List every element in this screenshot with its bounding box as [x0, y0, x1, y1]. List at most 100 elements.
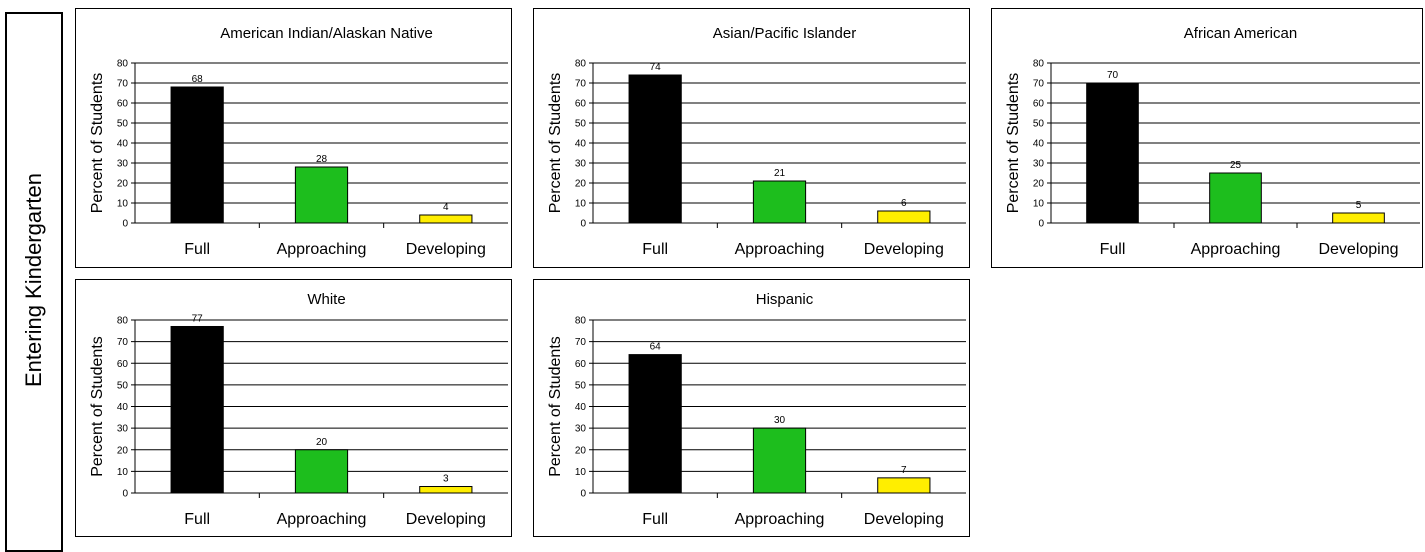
y-tick-label: 40 — [1033, 139, 1045, 150]
y-tick-label: 50 — [575, 380, 587, 391]
x-tick-label: Approaching — [735, 241, 825, 258]
chart-svg: Asian/Pacific Islander Percent of Student… — [547, 25, 966, 258]
y-tick-label: 30 — [117, 159, 129, 170]
chart-panel-american-indian: American Indian/Alaskan Native Percent of… — [75, 8, 512, 268]
chart-svg: White Percent of Students 0 10 20 30 40 50 60 70 8… — [89, 291, 508, 528]
y-axis-label: Percent of Students — [89, 336, 106, 477]
side-label: Entering Kindergarten — [21, 172, 46, 388]
y-tick-label: 40 — [575, 402, 587, 413]
data-label: 25 — [1230, 160, 1242, 171]
y-tick-label: 50 — [117, 119, 129, 130]
bar-developing — [877, 477, 931, 494]
x-tick-label: Approaching — [277, 511, 367, 528]
data-label: 70 — [1107, 70, 1119, 81]
y-tick-label: 20 — [575, 179, 587, 190]
y-tick-label: 80 — [117, 59, 129, 70]
y-tick-label: 20 — [575, 445, 587, 456]
chart-panel-african-american: African American Percent of Students 0 10 20… — [991, 8, 1423, 268]
bar-developing — [419, 486, 473, 494]
bar-approaching — [1209, 172, 1262, 224]
bar-full — [170, 325, 224, 494]
data-label: 6 — [901, 198, 907, 209]
y-tick-label: 20 — [117, 179, 129, 190]
y-tick-label: 30 — [575, 424, 587, 435]
x-tick-label: Approaching — [1191, 241, 1281, 258]
y-tick-label: 10 — [117, 199, 129, 210]
y-tick-label: 40 — [117, 139, 129, 150]
y-tick-label: 70 — [575, 337, 587, 348]
data-label: 77 — [192, 313, 204, 324]
bar-full — [170, 86, 224, 224]
data-label: 4 — [443, 202, 449, 213]
y-tick-label: 10 — [1033, 199, 1045, 210]
y-tick-label: 30 — [117, 424, 129, 435]
chart-svg: African American Percent of Students 0 10 20… — [1005, 25, 1420, 258]
chart-title: American Indian/Alaskan Native — [220, 25, 433, 42]
y-tick-label: 60 — [117, 359, 129, 370]
y-tick-label: 20 — [117, 445, 129, 456]
chart-panel-asian-pacific: Asian/Pacific Islander Percent of Student… — [533, 8, 970, 268]
data-label: 74 — [650, 62, 662, 73]
y-axis-label: Percent of Students — [1005, 73, 1022, 214]
y-tick-label: 0 — [1038, 219, 1044, 230]
data-label: 30 — [774, 415, 786, 426]
y-tick-label: 10 — [575, 467, 587, 478]
x-tick-label: Approaching — [735, 511, 825, 528]
bar-approaching — [752, 427, 807, 494]
y-tick-label: 50 — [575, 119, 587, 130]
chart-title: African American — [1184, 25, 1297, 42]
data-label: 21 — [774, 168, 786, 179]
data-label: 20 — [316, 437, 328, 448]
y-tick-label: 80 — [1033, 59, 1045, 70]
y-tick-label: 40 — [117, 402, 129, 413]
x-tick-label: Developing — [1318, 241, 1398, 258]
x-tick-label: Full — [184, 241, 210, 258]
x-tick-label: Full — [642, 511, 668, 528]
bar-developing — [1332, 212, 1385, 224]
bar-developing — [419, 214, 473, 224]
y-tick-label: 60 — [575, 359, 587, 370]
y-axis-label: Percent of Students — [89, 73, 106, 214]
chart-title: Hispanic — [756, 291, 814, 308]
bar-approaching — [294, 449, 349, 494]
bar-approaching — [752, 180, 807, 224]
x-tick-label: Developing — [406, 511, 486, 528]
x-tick-label: Developing — [864, 511, 944, 528]
bar-full — [628, 354, 682, 494]
data-label: 3 — [443, 474, 449, 485]
y-tick-label: 80 — [117, 316, 129, 327]
y-tick-label: 30 — [575, 159, 587, 170]
bar-developing — [877, 210, 931, 224]
data-label: 7 — [901, 465, 907, 476]
data-label: 64 — [650, 342, 662, 353]
bar-approaching — [294, 166, 349, 224]
chart-panel-hispanic: Hispanic Percent of Students 0 10 20 30 40 50 60… — [533, 279, 970, 537]
x-tick-label: Developing — [864, 241, 944, 258]
y-tick-label: 60 — [575, 99, 587, 110]
chart-panel-white: White Percent of Students 0 10 20 30 40 50 60 70 8… — [75, 279, 512, 537]
y-axis-label: Percent of Students — [547, 73, 564, 214]
y-axis-label: Percent of Students — [547, 336, 564, 477]
x-tick-label: Full — [1100, 241, 1126, 258]
y-tick-label: 10 — [117, 467, 129, 478]
y-tick-label: 50 — [1033, 119, 1045, 130]
data-label: 5 — [1356, 200, 1362, 211]
y-tick-label: 10 — [575, 199, 587, 210]
y-tick-label: 20 — [1033, 179, 1045, 190]
bar-full — [628, 74, 682, 224]
y-tick-label: 60 — [117, 99, 129, 110]
y-tick-label: 70 — [117, 79, 129, 90]
chart-svg: Hispanic Percent of Students 0 10 20 30 40 50 60… — [547, 291, 966, 528]
chart-title: White — [307, 291, 345, 308]
y-tick-label: 70 — [117, 337, 129, 348]
y-tick-label: 50 — [117, 380, 129, 391]
y-tick-label: 80 — [575, 59, 587, 70]
y-tick-label: 0 — [580, 489, 586, 500]
data-label: 28 — [316, 154, 328, 165]
y-tick-label: 80 — [575, 316, 587, 327]
y-tick-label: 0 — [122, 219, 128, 230]
chart-svg: American Indian/Alaskan Native Percent of… — [89, 25, 508, 258]
x-tick-label: Full — [642, 241, 668, 258]
y-tick-label: 40 — [575, 139, 587, 150]
y-tick-label: 0 — [580, 219, 586, 230]
